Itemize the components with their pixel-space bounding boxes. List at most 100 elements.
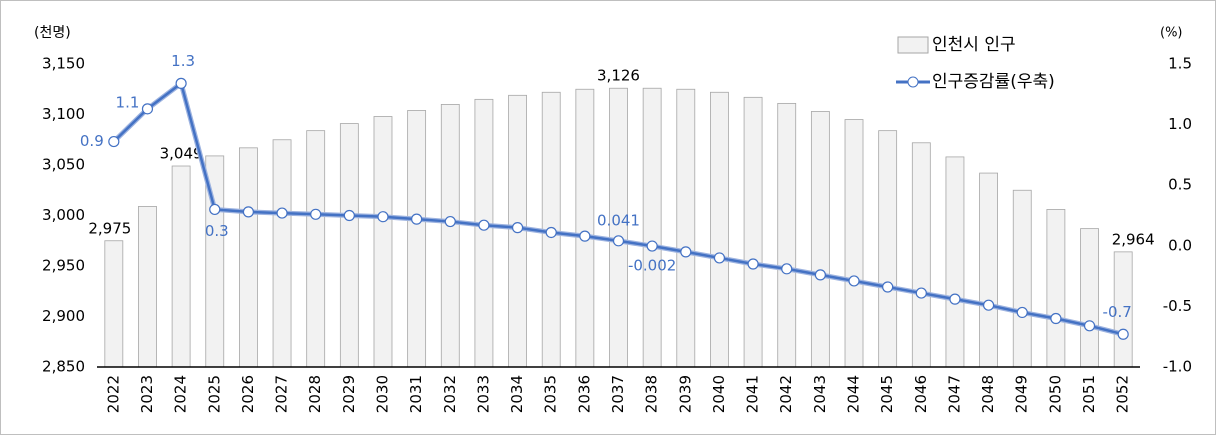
x-tick-label: 2035 — [542, 375, 560, 413]
y2-tick-label: 1.5 — [1168, 55, 1192, 73]
x-tick-label: 2036 — [575, 375, 593, 413]
line-marker — [1117, 328, 1129, 340]
x-tick-label: 2039 — [676, 375, 694, 413]
legend-swatch-marker — [907, 76, 919, 88]
bar — [945, 156, 965, 368]
x-tick-label: 2038 — [643, 375, 661, 413]
bar — [104, 240, 124, 368]
y-tick-label: 2,850 — [42, 358, 85, 376]
bar — [1080, 228, 1099, 368]
line-marker — [713, 252, 726, 264]
line-marker — [814, 269, 826, 281]
bar — [878, 130, 898, 368]
line-marker — [1083, 320, 1096, 332]
y-tick-label: 3,000 — [42, 206, 85, 224]
bar — [777, 102, 797, 368]
line-marker — [747, 258, 759, 270]
y2-axis-label: (%) — [1160, 26, 1183, 41]
bar — [743, 96, 763, 368]
y-tick-label: 3,100 — [42, 105, 85, 123]
bar — [474, 98, 494, 368]
bar — [440, 104, 460, 368]
bar — [272, 139, 292, 368]
x-tick-label: 2042 — [777, 375, 795, 413]
line-marker — [915, 287, 927, 299]
y-tick-label: 3,150 — [42, 55, 85, 73]
line-marker — [377, 211, 389, 223]
x-tick-label: 2025 — [205, 375, 223, 413]
line-marker — [175, 77, 187, 89]
line-value-label: 0.041 — [597, 211, 640, 229]
x-tick-label: 2043 — [811, 375, 829, 413]
x-tick-label: 2034 — [508, 375, 526, 413]
bar — [844, 119, 864, 368]
x-tick-label: 2047 — [945, 375, 963, 413]
line-marker — [848, 275, 860, 287]
bar — [407, 110, 427, 368]
x-tick-label: 2028 — [306, 375, 324, 413]
line-marker — [209, 203, 221, 216]
y-tick-label: 2,950 — [42, 257, 85, 275]
x-tick-label: 2033 — [474, 375, 492, 413]
legend-label: 인구증감률(우축) — [932, 72, 1055, 92]
line-marker — [982, 299, 995, 311]
y-axis-label: (천명) — [34, 25, 71, 41]
y-tick-label: 3,050 — [42, 156, 85, 174]
x-tick-label: 2030 — [373, 375, 391, 413]
x-tick-label: 2051 — [1080, 375, 1098, 413]
x-tick-label: 2024 — [172, 375, 190, 413]
line-marker — [141, 103, 154, 115]
line-marker — [511, 222, 524, 234]
bar — [810, 111, 830, 368]
line-value-label: 0.3 — [205, 222, 229, 240]
y2-tick-label: 0.5 — [1168, 176, 1192, 194]
x-tick-label: 2029 — [340, 375, 358, 413]
x-tick-label: 2052 — [1114, 375, 1132, 413]
bar — [979, 172, 998, 368]
bar-value-label: 3,049 — [160, 145, 203, 163]
line-marker — [612, 235, 625, 247]
legend-swatch — [897, 36, 929, 54]
x-tick-label: 2023 — [138, 375, 156, 413]
bar — [642, 87, 662, 368]
line-marker — [108, 135, 120, 148]
x-tick-label: 2026 — [239, 375, 257, 413]
line-marker — [310, 208, 322, 220]
x-tick-label: 2032 — [441, 375, 459, 413]
line-marker — [646, 240, 658, 252]
line-marker — [276, 207, 288, 219]
bar — [306, 130, 326, 368]
bar — [911, 142, 931, 368]
x-tick-label: 2041 — [744, 375, 762, 413]
line-marker — [444, 215, 456, 228]
x-tick-label: 2022 — [104, 375, 122, 413]
x-tick-label: 2050 — [1046, 375, 1064, 413]
bar — [171, 165, 191, 368]
y2-tick-label: 1.0 — [1168, 115, 1192, 133]
bar — [138, 206, 157, 368]
bar — [710, 91, 729, 368]
line-marker — [478, 219, 490, 231]
bar — [1046, 209, 1066, 368]
y2-tick-label: -0.5 — [1163, 297, 1192, 315]
line-marker — [1050, 312, 1062, 325]
bar — [239, 147, 258, 368]
bar-value-label: 3,126 — [597, 67, 640, 85]
x-tick-label: 2045 — [878, 375, 896, 413]
x-tick-label: 2040 — [710, 375, 728, 413]
line-marker — [579, 230, 591, 242]
line-value-label: -0.7 — [1103, 303, 1132, 321]
legend-label: 인천시 인구 — [932, 35, 1016, 55]
line-marker — [882, 281, 894, 293]
line-marker — [680, 246, 692, 258]
line-marker — [242, 206, 255, 218]
x-tick-label: 2046 — [912, 375, 930, 413]
x-tick-label: 2044 — [845, 375, 863, 413]
line-marker — [1016, 306, 1028, 319]
y2-tick-label: -1.0 — [1163, 358, 1192, 376]
line-value-label: 1.1 — [116, 93, 140, 111]
y2-tick-label: 0.0 — [1168, 236, 1192, 254]
line-value-label: 0.9 — [80, 132, 104, 150]
bar-value-label: 2,975 — [88, 219, 131, 237]
